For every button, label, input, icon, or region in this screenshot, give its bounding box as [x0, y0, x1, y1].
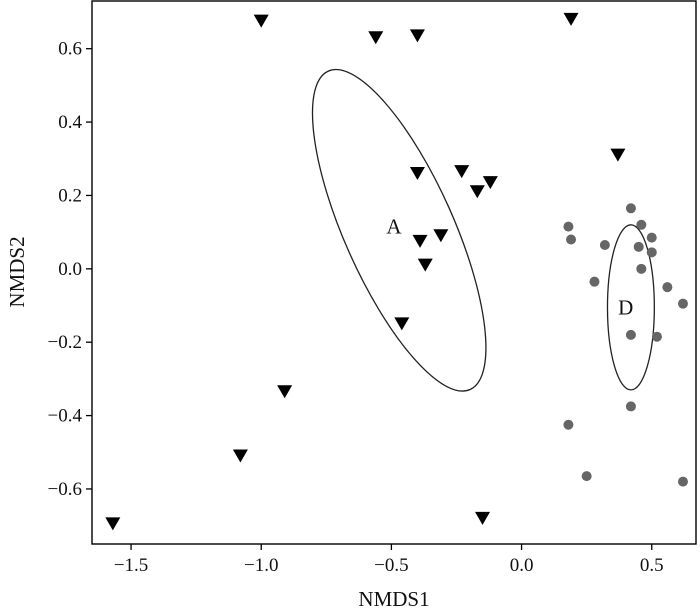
x-tick-label: −1.5: [114, 555, 148, 576]
circle-point: [636, 219, 647, 230]
point-layer: [105, 12, 688, 531]
triangle-point: [253, 14, 269, 28]
triangle-point: [105, 517, 121, 531]
circle-point: [625, 203, 636, 214]
x-axis: −1.5 −1.0 −0.5 0.0 0.5: [114, 544, 664, 576]
y-axis: 0.6 0.4 0.2 0.0 −0.2 −0.4 −0.6: [48, 39, 92, 500]
plot-frame: [91, 0, 697, 545]
circle-point: [589, 276, 600, 287]
circle-point: [677, 298, 688, 309]
y-tick-label: 0.2: [58, 185, 82, 206]
triangle-point: [482, 176, 498, 190]
circle-point: [599, 239, 610, 250]
triangle-point: [454, 165, 470, 179]
y-tick-label: −0.4: [48, 406, 83, 427]
circle-point: [563, 419, 574, 430]
circle-point: [636, 263, 647, 274]
triangle-point: [394, 317, 410, 331]
triangle-point: [368, 31, 384, 45]
circle-point: [646, 247, 657, 258]
circle-point: [677, 476, 688, 487]
circle-point: [625, 401, 636, 412]
x-axis-title: NMDS1: [358, 587, 429, 611]
triangle-point: [475, 511, 491, 525]
y-tick-label: −0.6: [48, 479, 82, 500]
group-a-label: A: [386, 215, 402, 239]
y-tick-label: 0.6: [58, 39, 82, 60]
triangle-point: [277, 385, 293, 399]
group-d-ellipse: [606, 224, 655, 391]
y-axis-title: NMDS2: [5, 236, 29, 307]
circle-point: [646, 232, 657, 243]
x-tick-label: 0.0: [510, 555, 534, 576]
triangle-point: [412, 234, 428, 248]
circle-point: [662, 282, 673, 293]
circle-point: [625, 329, 636, 340]
triangle-point: [409, 166, 425, 180]
circle-point: [563, 221, 574, 232]
circle-point: [651, 331, 662, 342]
y-tick-label: −0.2: [48, 332, 82, 353]
circle-point: [633, 241, 644, 252]
triangle-point: [563, 12, 579, 26]
x-tick-label: −0.5: [374, 555, 408, 576]
group-a-ellipse: [311, 68, 487, 392]
circle-point: [581, 471, 592, 482]
group-d-label: D: [618, 295, 633, 319]
triangle-point: [610, 148, 626, 162]
triangle-point: [232, 449, 248, 463]
triangle-point: [409, 29, 425, 43]
y-tick-label: 0.4: [58, 112, 82, 133]
ellipse-layer: AD: [311, 68, 655, 392]
y-tick-label: 0.0: [58, 259, 82, 280]
x-tick-label: 0.5: [640, 555, 664, 576]
triangle-point: [469, 185, 485, 199]
triangle-point: [433, 229, 449, 243]
x-tick-label: −1.0: [244, 555, 278, 576]
triangle-point: [417, 258, 433, 272]
circle-point: [566, 234, 577, 245]
